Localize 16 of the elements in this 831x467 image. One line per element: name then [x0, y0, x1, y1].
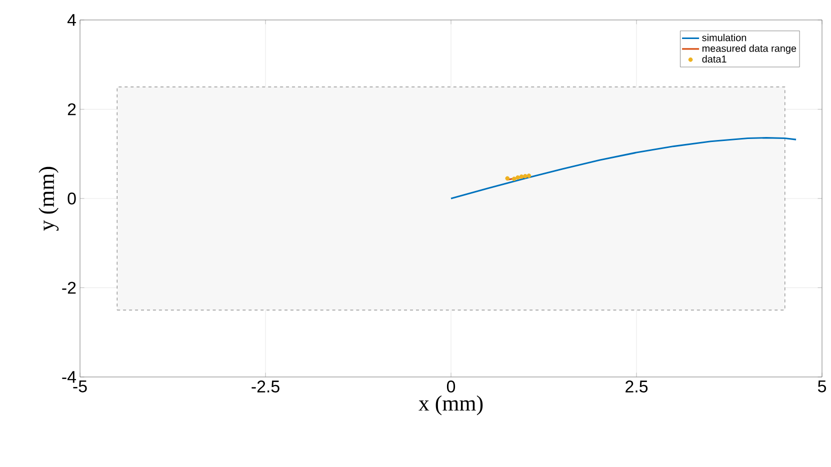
y-tick-label: 4	[67, 14, 76, 26]
x-tick-label: -2.5	[252, 380, 280, 392]
legend-label: data1	[702, 55, 726, 63]
x-tick-label: -5	[73, 380, 87, 392]
y-axis-title: y (mm)	[38, 166, 59, 231]
y-tick-label: -4	[62, 371, 76, 383]
x-tick-label: 0	[446, 380, 456, 392]
x-axis-title: x (mm)	[418, 395, 483, 416]
line-series	[450, 136, 797, 200]
y-tick-label: -2	[62, 282, 76, 294]
y-tick-label: 0	[68, 192, 76, 204]
x-tick-label: 5	[818, 380, 826, 392]
x-tick-label: 2.5	[626, 380, 648, 392]
legend-label: measured data range	[702, 44, 796, 54]
y-tick-label: 2	[68, 103, 76, 116]
legend-label: simulation	[702, 34, 746, 42]
